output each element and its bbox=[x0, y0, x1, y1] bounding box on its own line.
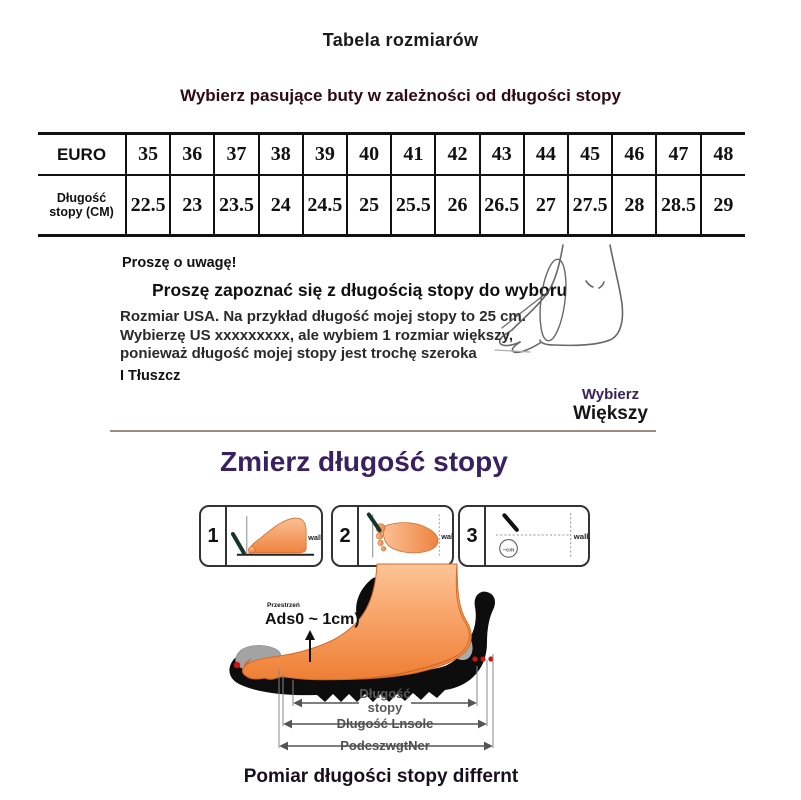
step-1-scene: wall bbox=[227, 507, 321, 565]
heel-dot bbox=[480, 656, 486, 662]
wall-label: wall bbox=[307, 533, 321, 542]
wall-label: wall bbox=[573, 532, 588, 541]
step-2-scene: wall bbox=[359, 507, 452, 565]
heel-dot bbox=[472, 656, 478, 662]
length-cm-cell: 26 bbox=[434, 175, 480, 236]
euro-size-cell: 47 bbox=[655, 133, 701, 176]
foot-sketch-illustration bbox=[494, 244, 624, 354]
step-number: 3 bbox=[460, 507, 486, 565]
euro-size-cell: 37 bbox=[213, 133, 259, 176]
choose-label: Wybierz bbox=[581, 386, 640, 403]
heel-dot bbox=[488, 656, 494, 662]
instruction-note: Proszę zapoznać się z długością stopy do… bbox=[152, 280, 568, 300]
toe-gap-dot bbox=[233, 661, 241, 669]
euro-size-cell: 45 bbox=[567, 133, 613, 176]
step-number: 1 bbox=[201, 507, 227, 565]
page-subtitle: Wybierz pasujące buty w zależności od dł… bbox=[180, 86, 621, 105]
euro-size-cell: 40 bbox=[346, 133, 392, 176]
euro-size-cell: 44 bbox=[522, 133, 569, 176]
outsole-length-label: PodeszwgtNer bbox=[340, 738, 430, 753]
foot-instep-shape bbox=[242, 563, 470, 681]
length-cm-cell: 28 bbox=[611, 175, 657, 236]
euro-size-cell: 42 bbox=[434, 133, 480, 176]
shoe-measurement-diagram: Przestrzeń Ads0 ~ 1cm) Długość stopy Dłu… bbox=[229, 563, 495, 753]
insole-length-label: Długość Lnsole bbox=[337, 716, 434, 731]
size-table: EURO 35 36 37 38 39 40 41 42 43 44 45 46… bbox=[38, 132, 745, 237]
measure-step-1: 1 wall bbox=[199, 505, 323, 567]
euro-size-cell: 41 bbox=[390, 133, 436, 176]
fat-note: I Tłuszcz bbox=[120, 368, 181, 384]
size-advice-paragraph: Rozmiar USA. Na przykład długość mojej s… bbox=[120, 308, 526, 362]
euro-size-cell: 39 bbox=[301, 133, 348, 176]
cm-circle-label: ~cm bbox=[503, 548, 515, 554]
length-cm-cell: 25 bbox=[346, 175, 392, 236]
page-title: Tabela rozmiarów bbox=[322, 30, 479, 50]
measure-step-3: 3 ~cm wall bbox=[458, 505, 590, 567]
foot-length-label-line2: stopy bbox=[368, 700, 403, 715]
table-row-length: Długość stopy (CM) 22.5 23 23.5 24 24.5 … bbox=[38, 175, 745, 236]
foot-top-view-icon: wall bbox=[366, 512, 452, 558]
wall-label: wall bbox=[440, 532, 452, 541]
length-cm-cell: 22.5 bbox=[124, 175, 171, 236]
length-cm-cell: 27.5 bbox=[567, 175, 613, 236]
step-3-scene: ~cm wall bbox=[486, 507, 588, 565]
space-label: Ads0 ~ 1cm) bbox=[265, 611, 360, 628]
euro-size-cell: 48 bbox=[699, 133, 745, 176]
length-cm-cell: 23.5 bbox=[213, 175, 259, 236]
length-cm-cell: 28.5 bbox=[655, 175, 701, 236]
bigger-label: Większy bbox=[573, 403, 648, 424]
foot-side-view-icon: wall bbox=[230, 516, 321, 556]
table-row-euro: EURO 35 36 37 38 39 40 41 42 43 44 45 46… bbox=[38, 133, 745, 176]
length-cm-cell: 25.5 bbox=[390, 175, 436, 236]
bottom-caption: Pomiar długości stopy differnt bbox=[243, 766, 519, 787]
length-cm-cell: 29 bbox=[699, 175, 745, 236]
measure-distance-icon: ~cm wall bbox=[496, 513, 588, 559]
choose-bigger-label: Wybierz Większy bbox=[553, 386, 668, 424]
euro-size-cell: 46 bbox=[611, 133, 657, 176]
length-cm-cell: 23 bbox=[169, 175, 215, 236]
euro-header: EURO bbox=[38, 133, 126, 176]
foot-length-label-line1: Długość bbox=[359, 686, 410, 701]
attention-note: Proszę o uwagę! bbox=[122, 255, 237, 271]
length-cm-cell: 26.5 bbox=[478, 175, 524, 236]
measure-section-heading: Zmierz długość stopy bbox=[220, 446, 508, 477]
section-divider bbox=[110, 430, 656, 432]
euro-size-cell: 43 bbox=[478, 133, 524, 176]
measure-step-2: 2 wall bbox=[331, 505, 454, 567]
space-label-small: Przestrzeń bbox=[267, 602, 300, 609]
euro-size-cell: 36 bbox=[169, 133, 215, 176]
length-cm-cell: 27 bbox=[522, 175, 569, 236]
length-header: Długość stopy (CM) bbox=[49, 191, 114, 219]
euro-size-cell: 35 bbox=[124, 133, 171, 176]
length-cm-cell: 24.5 bbox=[301, 175, 348, 236]
step-number: 2 bbox=[333, 507, 359, 565]
euro-size-cell: 38 bbox=[257, 133, 303, 176]
length-cm-cell: 24 bbox=[257, 175, 303, 236]
